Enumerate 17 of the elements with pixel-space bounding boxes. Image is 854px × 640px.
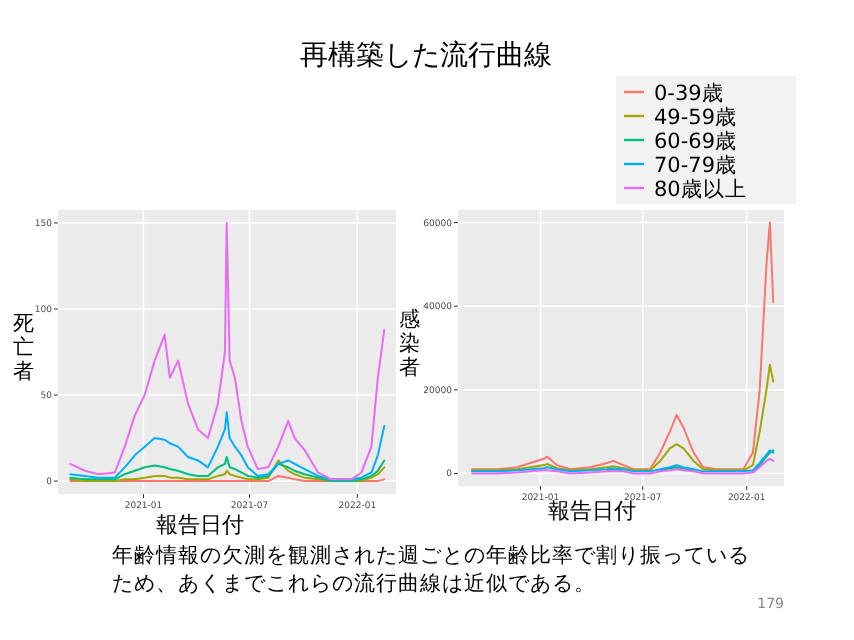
- legend-label: 80歳以上: [654, 176, 747, 202]
- y-axis-title: 感染者: [399, 306, 421, 380]
- legend-label: 0-39歳: [654, 80, 724, 106]
- line-series: [471, 363, 775, 472]
- line-series: [471, 221, 775, 471]
- y-axis-title: 死亡者: [13, 312, 35, 384]
- x-axis-title: 報告日付: [548, 498, 636, 524]
- line-series: [69, 411, 386, 481]
- legend-label: 60-69歳: [654, 128, 738, 154]
- line-series: [471, 449, 775, 473]
- line-series: [69, 221, 386, 481]
- line-series: [471, 457, 775, 475]
- legend-label: 70-79歳: [654, 152, 738, 178]
- x-axis-title: 報告日付: [156, 512, 244, 538]
- text: 年齢情報の欠測を観測された週ごとの年齢比率で割り振っているため、あくまでこれらの流行曲線は近似である。: [112, 542, 752, 598]
- chart-title: 再構築した流行曲線: [300, 40, 552, 72]
- legend-label: 49-59歳: [654, 104, 738, 130]
